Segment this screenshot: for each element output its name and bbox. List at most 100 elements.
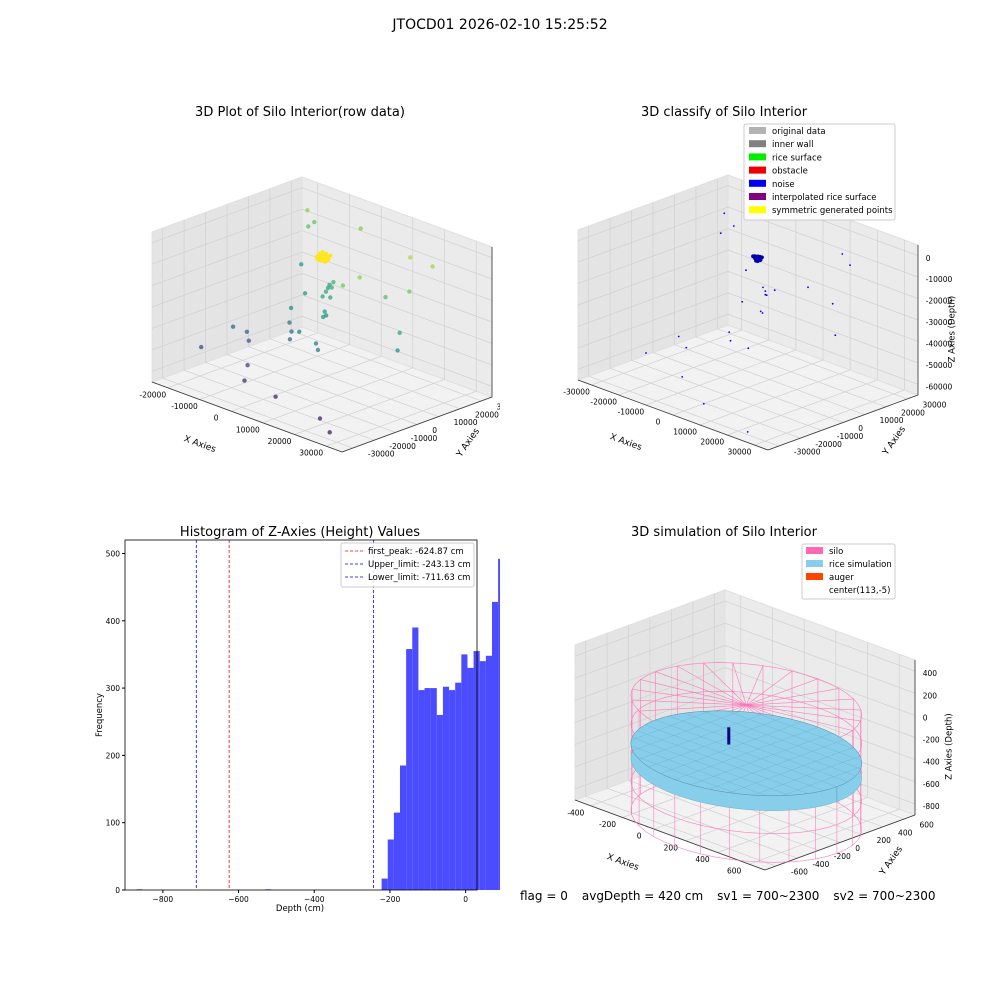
data-point	[245, 363, 250, 368]
data-point	[395, 348, 400, 353]
z-gridline	[577, 185, 919, 257]
z-gridline	[574, 689, 916, 760]
z-gridline	[577, 313, 919, 385]
silo-roof-spoke	[639, 704, 747, 712]
data-point	[320, 314, 326, 320]
histogram-bar	[442, 686, 450, 890]
data-point	[327, 430, 332, 435]
noise-point	[732, 225, 735, 227]
y-gridline	[585, 641, 776, 867]
noise-point	[677, 335, 680, 338]
legend-label: symmetric generated points	[772, 206, 893, 216]
p1-y-axis-label: Y Axies	[455, 426, 483, 459]
silo-roof-spoke	[632, 689, 747, 706]
classified-3d-plot: 3D classify of Silo Interior-30000-20000…	[563, 105, 958, 458]
y-gridline	[205, 212, 396, 433]
y-gridline	[674, 194, 865, 415]
panel3-title: Histogram of Z-Axies (Height) Values	[180, 525, 420, 540]
histogram-bar	[449, 690, 456, 890]
z-tick-label: -30000	[926, 318, 953, 327]
x-tick-label: −600	[228, 895, 249, 904]
histogram-vlines	[195, 540, 375, 890]
y-tick-label: 0	[432, 426, 437, 435]
x-tick-label: 20000	[700, 438, 724, 447]
histogram-bar	[436, 715, 443, 890]
histogram-bar	[430, 688, 437, 890]
silo-roof-spoke	[631, 699, 747, 706]
silo-roof-spoke	[746, 704, 853, 731]
x-gridline	[326, 241, 477, 447]
noise-point	[773, 289, 776, 292]
legend-label: Upper_limit: -243.13 cm	[368, 560, 471, 570]
p4-x-axis-label: X Axies	[605, 852, 640, 873]
data-point	[244, 329, 250, 334]
legend-label: noise	[772, 180, 795, 190]
z-tick-label: 200	[923, 691, 938, 700]
data-point	[397, 330, 402, 335]
y-gridline	[183, 220, 375, 441]
y-tick-label: -20000	[815, 440, 842, 449]
y-tick-label: 20000	[475, 410, 499, 419]
x-tick-label: 600	[727, 867, 742, 876]
data-point	[383, 294, 388, 300]
histogram-frame	[124, 539, 478, 891]
data-point	[328, 295, 333, 300]
y-tick-label: 10000	[880, 416, 904, 425]
noise-point	[645, 352, 647, 354]
rice-mesh-line	[709, 739, 845, 790]
histogram-bar	[412, 627, 419, 890]
legend-box	[801, 543, 896, 600]
x-tick-label: -20000	[590, 398, 617, 407]
y-tick-label: 400	[106, 617, 121, 626]
data-point	[289, 329, 294, 334]
legend-label: center(113,-5)	[829, 586, 890, 596]
y-tick-label: -200	[834, 852, 851, 861]
histogram-bar	[381, 878, 388, 890]
y-gridline	[226, 204, 418, 425]
noise-point	[747, 347, 750, 350]
silo-roof-spoke	[746, 688, 839, 706]
cluster-point	[326, 254, 331, 259]
x-axis-line	[577, 379, 769, 451]
x-tick-label: 10000	[236, 425, 260, 434]
x-tick-label: 30000	[299, 449, 323, 458]
rice-mesh-line	[726, 710, 862, 761]
figure-title: JTOCD01 2026-02-10 15:25:52	[392, 17, 608, 33]
y-tick-label: 200	[877, 836, 892, 845]
silo-roof-spoke	[746, 678, 819, 706]
x-gridline	[591, 180, 742, 386]
legend-swatch	[749, 193, 766, 200]
noise-point	[765, 294, 768, 297]
y-tick-label: 400	[898, 828, 913, 837]
histogram-bar	[424, 688, 431, 890]
x-gridline	[199, 194, 350, 400]
x-gridline	[699, 220, 851, 426]
noise-point	[723, 212, 726, 215]
z-tick-label: 400	[923, 669, 938, 678]
y-tick-label: -20000	[389, 442, 416, 451]
histogram-bar	[387, 839, 394, 890]
p1-points	[199, 208, 435, 435]
noise-point	[764, 290, 767, 292]
histogram-bar	[406, 649, 413, 890]
y-tick-label: -30000	[794, 448, 821, 457]
data-point	[430, 264, 435, 269]
z-tick-label: -50000	[926, 361, 953, 370]
data-point	[273, 394, 278, 399]
x-tick-label: −200	[380, 895, 401, 904]
y-tick-label: 0	[855, 844, 860, 853]
p2-z-axis-label: Z Axies (Depth)	[948, 296, 958, 363]
noise-point	[764, 293, 767, 296]
y-tick-label: 300	[106, 684, 121, 693]
noise-point	[746, 431, 749, 433]
z-tick-label: -800	[923, 802, 940, 811]
data-point	[305, 208, 310, 213]
z-gridline	[577, 292, 919, 364]
x-tick-label: −400	[304, 895, 325, 904]
p2-gridlines	[577, 178, 919, 447]
z-gridline	[577, 249, 919, 321]
legend-swatch	[749, 166, 766, 174]
x-gridline	[231, 206, 382, 412]
silo-roof-spoke	[640, 679, 747, 706]
